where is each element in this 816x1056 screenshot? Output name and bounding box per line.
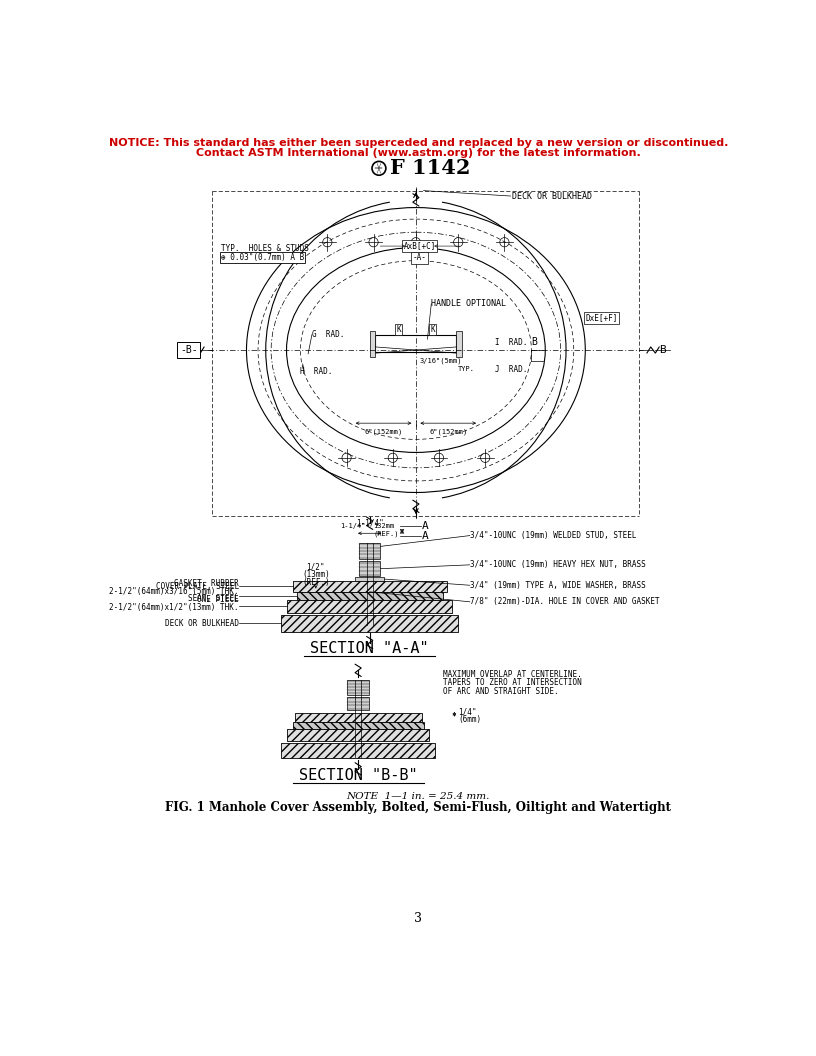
Text: G  RAD.: G RAD. [312,331,344,339]
Bar [293,581,446,591]
Bar [296,591,443,600]
Bar [348,697,369,711]
Bar [282,742,435,758]
Text: A: A [422,531,428,542]
Bar [282,615,459,631]
Text: SECTION "A-A": SECTION "A-A" [310,641,429,656]
Text: 1-1/4": 1-1/4" [340,523,366,529]
Text: 132mm: 132mm [374,523,395,529]
Text: B: B [531,337,537,347]
Text: F 1142: F 1142 [391,158,471,178]
Bar [295,713,422,722]
Bar [287,600,452,614]
Text: (13mm): (13mm) [302,570,330,580]
Text: I  RAD.: I RAD. [495,338,528,346]
Bar [287,729,429,741]
Text: 1/2": 1/2" [307,563,325,571]
Text: TAPERS TO ZERO AT INTERSECTION: TAPERS TO ZERO AT INTERSECTION [443,678,582,687]
Text: GASKET, RUBBER: GASKET, RUBBER [174,579,239,588]
Text: 1/4": 1/4" [459,708,477,716]
Text: OF ARC AND STRAIGHT SIDE.: OF ARC AND STRAIGHT SIDE. [443,686,558,696]
Text: -A-: -A- [413,253,427,262]
Text: J  RAD.: J RAD. [495,364,528,374]
Text: A: A [422,522,428,531]
Text: K: K [431,325,435,334]
Text: DECK OR BULKHEAD: DECK OR BULKHEAD [512,191,592,201]
Text: ONE PIECE: ONE PIECE [197,596,239,604]
Text: FIG. 1 Manhole Cover Assembly, Bolted, Semi-Flush, Oiltight and Watertight: FIG. 1 Manhole Cover Assembly, Bolted, S… [165,800,672,814]
Text: 1-1/4": 1-1/4" [356,518,384,527]
Text: 7/8" (22mm)-DIA. HOLE IN COVER AND GASKET: 7/8" (22mm)-DIA. HOLE IN COVER AND GASKE… [470,598,659,606]
Text: TYP.  HOLES & STUDS: TYP. HOLES & STUDS [221,244,309,252]
Text: K: K [397,325,401,334]
Text: 3/16"(5mm): 3/16"(5mm) [419,358,462,364]
Text: 6"(152mm): 6"(152mm) [429,429,468,435]
Text: COVER PLATE, STEEL: COVER PLATE, STEEL [156,582,239,591]
Text: B: B [659,345,666,355]
Text: 6"(152mm): 6"(152mm) [365,429,402,435]
Text: NOTICE: This standard has either been superceded and replaced by a new version o: NOTICE: This standard has either been su… [109,137,728,148]
Bar [355,578,384,581]
Text: SECTION "B-B": SECTION "B-B" [299,768,418,782]
Text: 3: 3 [415,911,422,925]
Bar [456,331,462,357]
Text: -B-: -B- [180,345,197,355]
Text: DECK OR BULKHEAD: DECK OR BULKHEAD [165,619,239,628]
Text: SEAT, STEEL: SEAT, STEEL [188,593,239,603]
Text: 3/4" (19mm) TYPE A, WIDE WASHER, BRASS: 3/4" (19mm) TYPE A, WIDE WASHER, BRASS [470,581,645,589]
Bar [293,722,424,729]
Text: H  RAD.: H RAD. [300,367,333,376]
Text: DxE[+F]: DxE[+F] [585,314,618,322]
Bar [359,561,380,577]
Bar [375,336,456,353]
Text: ⊕ 0.03"(0.7mm) A B: ⊕ 0.03"(0.7mm) A B [221,253,304,262]
Text: Contact ASTM International (www.astm.org) for the latest information.: Contact ASTM International (www.astm.org… [196,148,641,157]
Text: NOTE  1—1 in. = 25.4 mm.: NOTE 1—1 in. = 25.4 mm. [347,792,490,802]
Text: HANDLE OPTIONAL: HANDLE OPTIONAL [432,299,506,308]
Text: (6mm): (6mm) [459,715,481,724]
Text: 3/4"-10UNC (19mm) HEAVY HEX NUT, BRASS: 3/4"-10UNC (19mm) HEAVY HEX NUT, BRASS [470,561,645,569]
Bar [348,680,369,695]
Text: TYP.: TYP. [459,366,475,373]
Text: 2-1/2"(64mm)x1/2"(13mm) THK.: 2-1/2"(64mm)x1/2"(13mm) THK. [109,603,239,611]
Text: MAXIMUM OVERLAP AT CENTERLINE.: MAXIMUM OVERLAP AT CENTERLINE. [443,670,582,679]
Text: AxB[+C]: AxB[+C] [404,242,436,250]
Bar [370,331,375,357]
Text: 2-1/2"(64mm)x3/16"(5mm) THK.: 2-1/2"(64mm)x3/16"(5mm) THK. [109,587,239,596]
Text: (REF.): (REF.) [302,578,330,587]
Text: 3/4"-10UNC (19mm) WELDED STUD, STEEL: 3/4"-10UNC (19mm) WELDED STUD, STEEL [470,531,636,540]
Bar [359,543,380,560]
Text: (REF.): (REF.) [374,530,399,536]
